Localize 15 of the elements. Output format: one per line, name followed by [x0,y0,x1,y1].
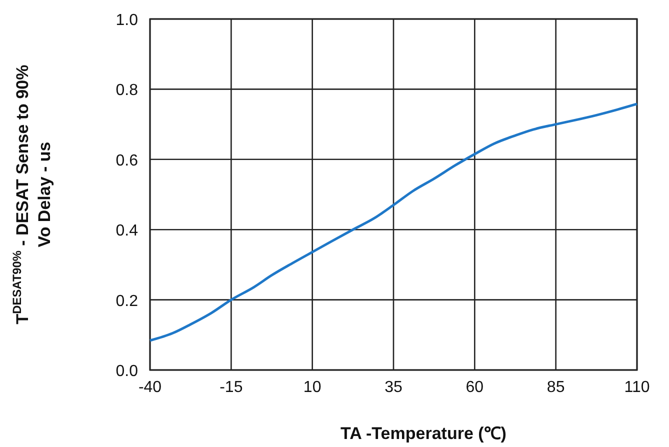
y-tick-label: 0.6 [116,152,138,170]
x-tick-label: 60 [466,379,484,396]
x-tick-label: -15 [220,379,243,396]
y-tick-label: 0.4 [116,222,138,240]
y-tick-label: 0.2 [116,292,138,310]
y-tick-label: 1.0 [116,12,138,29]
x-tick-label: 10 [303,379,322,396]
y-tick-label: 0.8 [116,82,138,100]
x-tick-label: 85 [546,379,565,396]
x-tick-label: 35 [384,379,402,396]
x-axis-title: TA -Temperature (℃) [340,424,506,443]
x-tick-label: 110 [624,379,650,396]
y-tick-label: 0.0 [116,363,138,380]
line-series [148,102,638,342]
x-tick-label: -40 [138,379,162,396]
